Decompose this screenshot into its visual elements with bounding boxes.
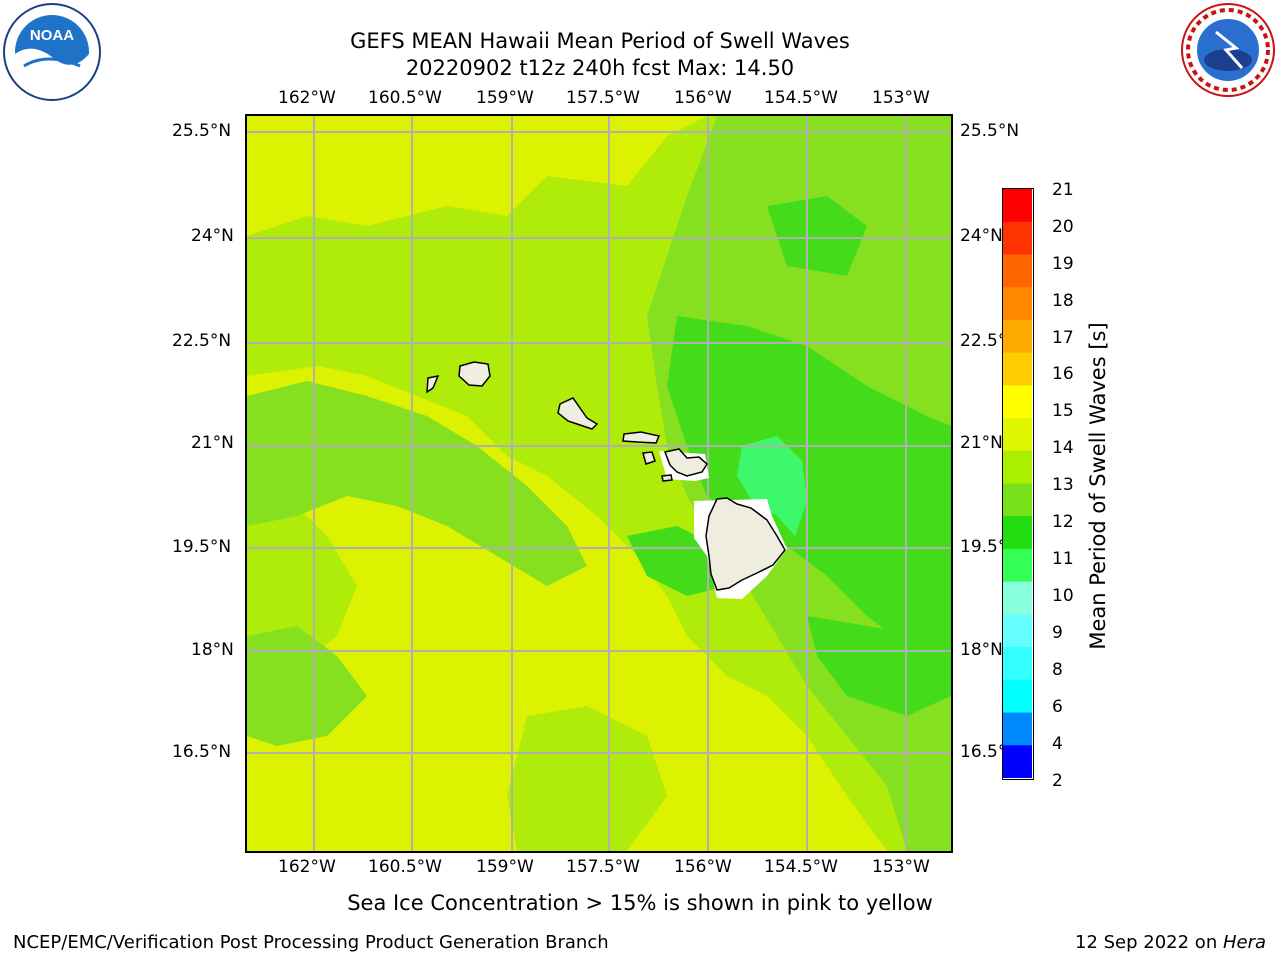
- colorbar-segment: [1003, 418, 1032, 452]
- noaa-logo: NOAA: [2, 2, 102, 102]
- colorbar-segment: [1003, 221, 1032, 255]
- footer-credit: NCEP/EMC/Verification Post Processing Pr…: [13, 932, 609, 953]
- island-kahoolawe: [661, 474, 673, 482]
- colorbar-segment: [1003, 581, 1032, 615]
- colorbar-segment: [1003, 450, 1032, 484]
- lat-label-right: 25.5°N: [960, 121, 1020, 141]
- colorbar-segment: [1003, 712, 1032, 746]
- field-12-13: [247, 626, 367, 746]
- colorbar-segment: [1003, 614, 1032, 648]
- footer-date-text: 12 Sep 2022 on: [1075, 932, 1223, 953]
- colorbar-tick: 2: [1052, 771, 1063, 791]
- field-11-12: [807, 616, 951, 716]
- lon-label-top: 160.5°W: [368, 88, 442, 108]
- island-oahu: [557, 397, 599, 430]
- island-molokai: [622, 431, 661, 444]
- colorbar-tick: 8: [1052, 660, 1063, 680]
- lon-label-top: 154.5°W: [764, 88, 838, 108]
- lon-label-bottom: 153°W: [872, 857, 930, 877]
- lat-label-right: 18°N: [960, 640, 1003, 660]
- colorbar-segment: [1003, 679, 1032, 714]
- lon-label-bottom: 156°W: [674, 857, 732, 877]
- lat-label-right: 24°N: [960, 226, 1003, 246]
- lat-label-left: 18°N: [191, 640, 234, 660]
- colorbar-tick: 21: [1052, 180, 1074, 200]
- lat-label-left: 24°N: [191, 226, 234, 246]
- lon-label-top: 159°W: [476, 88, 534, 108]
- colorbar-segment: [1003, 352, 1032, 386]
- colorbar-segment: [1003, 516, 1032, 550]
- island-maui: [663, 448, 708, 477]
- field-10-11: [737, 436, 807, 536]
- lat-label-left: 25.5°N: [172, 121, 232, 141]
- island-kauai: [458, 361, 491, 387]
- colorbar-label: Mean Period of Swell Waves [s]: [1086, 322, 1110, 650]
- island-niihau: [426, 374, 440, 394]
- colorbar-tick: 6: [1052, 697, 1063, 717]
- colorbar-tick: 9: [1052, 623, 1063, 643]
- lon-label-bottom: 157.5°W: [566, 857, 640, 877]
- lat-label-left: 19.5°N: [172, 537, 232, 557]
- colorbar-tick: 19: [1052, 254, 1074, 274]
- colorbar-tick: 20: [1052, 217, 1074, 237]
- field-13-14: [507, 706, 667, 851]
- colorbar-segment: [1003, 483, 1032, 517]
- graticule: [247, 116, 951, 851]
- map-title-line1: GEFS MEAN Hawaii Mean Period of Swell Wa…: [350, 29, 850, 53]
- colorbar-segment: [1003, 647, 1032, 681]
- field-13-14: [397, 246, 487, 316]
- lon-label-bottom: 159°W: [476, 857, 534, 877]
- island-lanai: [642, 451, 656, 465]
- colorbar-segment: [1003, 745, 1032, 778]
- lon-label-bottom: 162°W: [278, 857, 336, 877]
- colorbar-tick: 15: [1052, 401, 1074, 421]
- colorbar-tick: 14: [1052, 438, 1074, 458]
- colorbar-tick: 16: [1052, 364, 1074, 384]
- lat-label-left: 21°N: [191, 433, 234, 453]
- colorbar-segment: [1003, 254, 1032, 288]
- lon-label-top: 153°W: [872, 88, 930, 108]
- noaa-logo-text: NOAA: [30, 27, 74, 44]
- colorbar-segment: [1003, 319, 1032, 354]
- lat-label-right: 21°N: [960, 433, 1003, 453]
- colorbar-tick: 13: [1052, 475, 1074, 495]
- colorbar-segment: [1003, 287, 1032, 321]
- lon-label-top: 156°W: [674, 88, 732, 108]
- colorbar-segment: [1003, 189, 1032, 223]
- hawaii-islands: [426, 361, 786, 591]
- colorbar-tick: 4: [1052, 734, 1063, 754]
- field-11-12: [767, 196, 867, 276]
- field-11-12: [667, 316, 951, 646]
- lat-label-left: 22.5°N: [172, 331, 232, 351]
- island-hawaii: [705, 497, 786, 591]
- lon-label-bottom: 154.5°W: [764, 857, 838, 877]
- colorbar: [1002, 188, 1034, 780]
- colorbar-tick: 10: [1052, 586, 1074, 606]
- colorbar-segment: [1003, 548, 1032, 583]
- field-12-13: [247, 381, 587, 586]
- footer-date: 12 Sep 2022 on Hera: [1075, 932, 1266, 953]
- colorbar-tick: 17: [1052, 328, 1074, 348]
- colorbar-tick: 18: [1052, 291, 1074, 311]
- lon-label-bottom: 160.5°W: [368, 857, 442, 877]
- nws-logo: [1180, 2, 1276, 98]
- lon-label-top: 162°W: [278, 88, 336, 108]
- colorbar-segment: [1003, 385, 1032, 419]
- lon-label-top: 157.5°W: [566, 88, 640, 108]
- footer-machine: Hera: [1222, 932, 1266, 953]
- colorbar-tick: 12: [1052, 512, 1074, 532]
- map-title-line2: 20220902 t12z 240h fcst Max: 14.50: [405, 56, 795, 80]
- swell-period-map: [245, 114, 953, 853]
- colorbar-tick: 11: [1052, 549, 1074, 569]
- sea-ice-note: Sea Ice Concentration > 15% is shown in …: [347, 891, 933, 915]
- lat-label-left: 16.5°N: [172, 742, 232, 762]
